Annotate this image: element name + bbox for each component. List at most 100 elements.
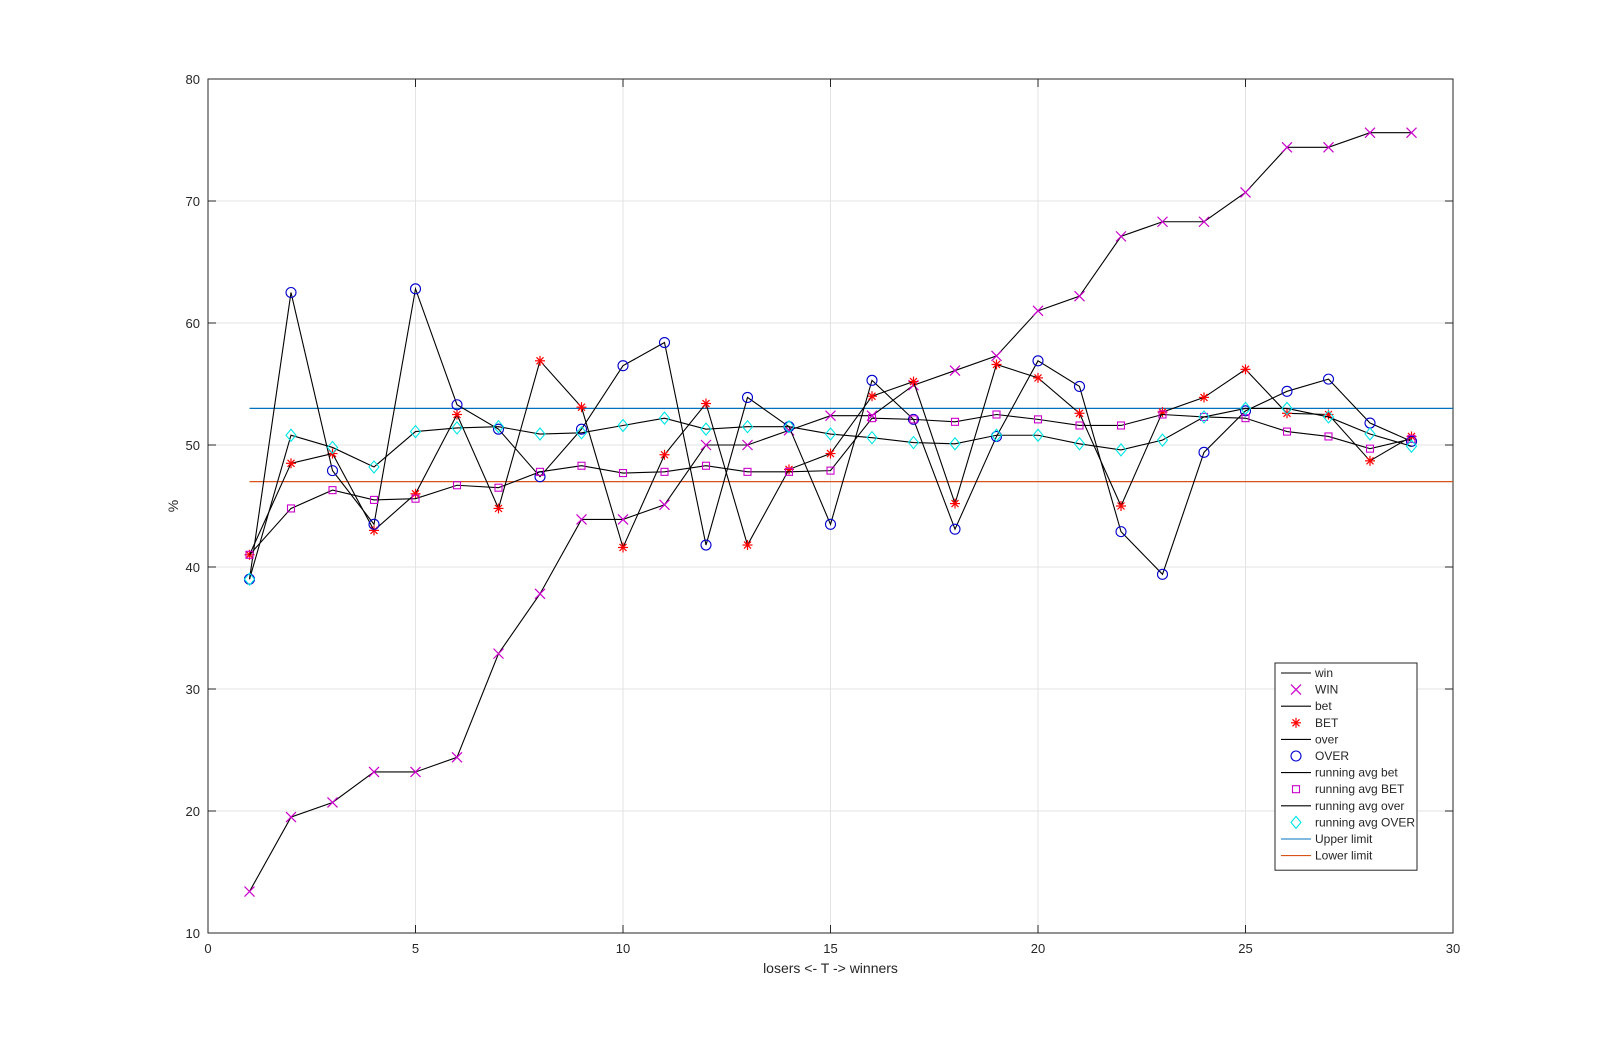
running-avg-over-point: [1364, 427, 1376, 441]
win-point: [1115, 230, 1127, 242]
over-point: [492, 423, 505, 435]
bet-point: [410, 488, 421, 499]
running-avg-over-point: [949, 436, 961, 451]
running-avg-bet-point: [1158, 410, 1167, 419]
bet-point: [452, 409, 462, 420]
over-point: [658, 336, 671, 349]
over-point: [866, 374, 878, 386]
running-avg-bet-point: [452, 481, 462, 490]
running-avg-over-point: [285, 428, 297, 443]
x-tick-label: 25: [1238, 941, 1252, 956]
running-avg-bet-point: [494, 483, 503, 492]
running-avg-bet-point: [535, 467, 545, 476]
running-avg-bet-point: [743, 467, 752, 476]
running-avg-over-point: [824, 427, 837, 441]
over-point: [700, 539, 712, 551]
running-avg-over-point: [326, 440, 339, 455]
legend-item-over: OVER: [1290, 749, 1349, 763]
legend-swatch: [1290, 815, 1302, 830]
legend-item-win: win: [1281, 666, 1333, 680]
legend-swatch: [1290, 750, 1302, 762]
running-avg-over-point: [1239, 401, 1252, 416]
over-point: [824, 518, 837, 530]
win-point: [700, 439, 712, 451]
y-tick-label: 80: [186, 72, 200, 87]
over-point: [1281, 385, 1293, 397]
win-point: [285, 811, 297, 823]
bet-point: [1074, 408, 1085, 419]
win-point: [991, 350, 1002, 362]
win-point: [742, 439, 753, 451]
win-point: [493, 648, 504, 660]
running-avg-over-point: [617, 418, 629, 433]
bet-point: [535, 355, 545, 366]
running-avg-over-point: [575, 425, 588, 440]
win-point: [659, 499, 670, 511]
running-avg-over-point: [741, 419, 754, 434]
over-point: [1032, 355, 1044, 367]
win-point: [451, 751, 463, 763]
bet-markers: [244, 355, 1417, 560]
win-point: [1281, 141, 1293, 153]
x-tick-label: 15: [823, 941, 837, 956]
running-avg-bet-point: [286, 504, 296, 513]
running-avg-bet-point: [1199, 412, 1209, 421]
bet-point: [1365, 455, 1375, 466]
running-avg-bet-point: [826, 466, 835, 475]
legend-label: OVER: [1315, 749, 1349, 763]
over-line: [248, 286, 1412, 580]
bet-point: [618, 542, 628, 553]
win-point: [1240, 187, 1251, 198]
x-axis-label: losers <- T -> winners: [763, 960, 898, 976]
y-tick-label: 10: [186, 926, 200, 941]
running-avg-over-point: [1198, 410, 1210, 424]
legend-swatch: [1291, 717, 1301, 728]
legend-label: running avg over: [1315, 799, 1404, 813]
legend-label: running avg BET: [1315, 782, 1405, 796]
running-avg-over-line: [248, 407, 1412, 580]
over-point: [741, 391, 754, 403]
running-avg-over-point: [907, 435, 920, 450]
over-point: [949, 523, 961, 535]
legend-item-running-avg-over: running avg OVER: [1290, 815, 1415, 830]
running-avg-bet-point: [411, 494, 420, 503]
running-avg-over-point: [1073, 436, 1086, 451]
running-avg-over-point: [1156, 433, 1169, 447]
over-point: [617, 360, 629, 372]
running-avg-bet-point: [245, 550, 254, 559]
bet-point: [991, 359, 1002, 370]
running-avg-bet-point: [1407, 434, 1416, 443]
bet-point: [369, 525, 379, 536]
legend-label: Lower limit: [1315, 849, 1373, 863]
running-avg-over-point: [1322, 410, 1335, 424]
legend-box: [1274, 662, 1418, 871]
win-point: [576, 513, 587, 525]
over-point: [1198, 446, 1210, 458]
running-avg-over-point: [243, 572, 256, 587]
running-avg-over-point: [451, 421, 463, 435]
legend-item-win: WIN: [1290, 683, 1338, 697]
win-point: [368, 766, 380, 778]
win-point: [410, 766, 421, 778]
over-point: [326, 465, 339, 477]
legend-item-bet: BET: [1291, 716, 1339, 730]
bet-point: [701, 398, 711, 409]
grid: [208, 79, 1453, 933]
legend-label: bet: [1315, 699, 1332, 713]
over-point: [368, 518, 380, 530]
running-avg-bet-point: [992, 410, 1001, 419]
bet-point: [493, 503, 504, 514]
bet-point: [576, 402, 587, 413]
running-avg-over-point: [783, 419, 795, 434]
legend-swatch: [1290, 684, 1302, 696]
legend-item-upper-limit: Upper limit: [1281, 832, 1373, 846]
win-point: [1364, 127, 1376, 139]
y-tick-label: 20: [186, 804, 200, 819]
win-point: [534, 588, 546, 600]
running-avg-over-point: [1032, 428, 1044, 443]
legend: win WIN bet BET over OVER running avg bet runni…: [1274, 662, 1418, 871]
y-tick-label: 70: [186, 194, 200, 209]
running-avg-bet-line: [249, 413, 1412, 556]
legend-item-running-avg-bet: running avg BET: [1291, 782, 1405, 796]
